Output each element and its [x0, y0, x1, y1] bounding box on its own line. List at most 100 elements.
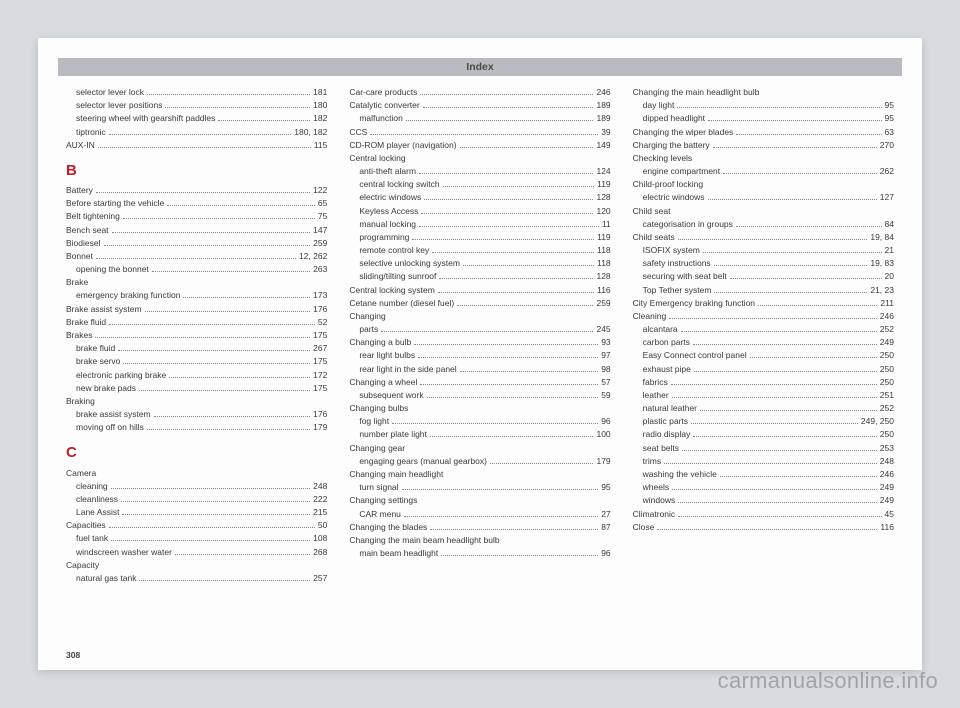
entry-page: 250 [880, 349, 894, 362]
leader-dots [147, 429, 310, 430]
leader-dots [460, 147, 594, 148]
index-entry: fabrics250 [633, 376, 894, 389]
entry-label: leather [643, 389, 669, 402]
index-entry: Changing main headlight [349, 468, 610, 481]
entry-page: 252 [880, 323, 894, 336]
entry-label: brake fluid [76, 342, 115, 355]
entry-label: Cleaning [633, 310, 667, 323]
leader-dots [104, 245, 311, 246]
entry-label: fog light [359, 415, 389, 428]
index-entry: windows249 [633, 494, 894, 507]
leader-dots [678, 516, 881, 517]
entry-page: 21, 23 [870, 284, 894, 297]
leader-dots [677, 107, 881, 108]
index-entry: Bench seat147 [66, 224, 327, 237]
entry-page: 246 [596, 86, 610, 99]
entry-page: 84 [885, 218, 894, 231]
entry-page: 179 [596, 455, 610, 468]
entry-label: Catalytic converter [349, 99, 419, 112]
entry-page: 100 [596, 428, 610, 441]
entry-label: CCS [349, 126, 367, 139]
entry-page: 115 [314, 139, 328, 152]
leader-dots [443, 186, 594, 187]
leader-dots [419, 226, 599, 227]
entry-page: 189 [596, 99, 610, 112]
entry-label: day light [643, 99, 675, 112]
entry-page: 250 [880, 376, 894, 389]
entry-label: Car-care products [349, 86, 417, 99]
entry-label: Bench seat [66, 224, 109, 237]
index-entry: Child seats19, 84 [633, 231, 894, 244]
index-entry: Top Tether system21, 23 [633, 284, 894, 297]
leader-dots [96, 258, 296, 259]
index-entry: safety instructions19, 83 [633, 257, 894, 270]
entry-label: brake servo [76, 355, 120, 368]
index-entry: washing the vehicle246 [633, 468, 894, 481]
leader-dots [147, 94, 310, 95]
entry-label: Easy Connect control panel [643, 349, 747, 362]
entry-page: 21 [885, 244, 894, 257]
index-entry: rear light in the side panel98 [349, 363, 610, 376]
entry-page: 263 [313, 263, 327, 276]
entry-page: 249, 250 [861, 415, 894, 428]
index-entry: CD-ROM player (navigation)149 [349, 139, 610, 152]
entry-label: selector lever lock [76, 86, 144, 99]
entry-page: 222 [313, 493, 327, 506]
entry-label: manual locking [359, 218, 416, 231]
index-entry: moving off on hills179 [66, 421, 327, 434]
entry-page: 268 [313, 546, 327, 559]
entry-label: Belt tightening [66, 210, 120, 223]
leader-dots [671, 384, 877, 385]
entry-label: Brake assist system [66, 303, 142, 316]
entry-label: wheels [643, 481, 669, 494]
column-2: Car-care products 246 Catalytic converter 1… [349, 86, 610, 585]
entry-page: 50 [318, 519, 327, 532]
leader-dots [421, 213, 593, 214]
entry-page: 248 [313, 480, 327, 493]
leader-dots [414, 344, 598, 345]
index-entry: Brake fluid52 [66, 316, 327, 329]
index-entry: engine compartment262 [633, 165, 894, 178]
leader-dots [420, 94, 593, 95]
leader-dots [432, 252, 594, 253]
leader-dots [708, 120, 881, 121]
leader-dots [430, 436, 594, 437]
index-entry: Close116 [633, 521, 894, 534]
entry-label: Central locking [349, 152, 405, 165]
entry-page: 180 [313, 99, 327, 112]
leader-dots [139, 580, 310, 581]
entry-label: Child seats [633, 231, 675, 244]
index-entry: trims248 [633, 455, 894, 468]
entry-page: 118 [597, 244, 611, 257]
entry-label: safety instructions [643, 257, 711, 270]
leader-dots [750, 357, 877, 358]
column-3: Changing the main headlight bulbday ligh… [633, 86, 894, 585]
index-entry: natural leather252 [633, 402, 894, 415]
entry-page: 249 [880, 481, 894, 494]
leader-dots [693, 436, 876, 437]
index-entry: new brake pads175 [66, 382, 327, 395]
entry-page: 119 [597, 178, 611, 191]
index-entry: Cetane number (diesel fuel)259 [349, 297, 610, 310]
index-entry: Changing a wheel57 [349, 376, 610, 389]
leader-dots [430, 529, 598, 530]
entry-label: selector lever positions [76, 99, 162, 112]
entry-label: Battery [66, 184, 93, 197]
entry-page: 95 [885, 99, 894, 112]
entry-label: Changing the main headlight bulb [633, 86, 760, 99]
entry-page: 149 [596, 139, 610, 152]
entry-page: 120 [596, 205, 610, 218]
leader-dots [678, 502, 877, 503]
entry-label: Climatronic [633, 508, 676, 521]
entry-page: 181 [313, 86, 327, 99]
entry-page: 189 [596, 112, 610, 125]
entry-label: anti-theft alarm [359, 165, 416, 178]
entry-label: dipped headlight [643, 112, 705, 125]
entry-label: Child-proof locking [633, 178, 703, 191]
index-entry: Changing the main beam headlight bulb [349, 534, 610, 547]
index-entry: Climatronic45 [633, 508, 894, 521]
index-entry: tiptronic180, 182 [66, 126, 327, 139]
entry-page: 248 [880, 455, 894, 468]
entry-page: 267 [313, 342, 327, 355]
entry-label: malfunction [359, 112, 402, 125]
